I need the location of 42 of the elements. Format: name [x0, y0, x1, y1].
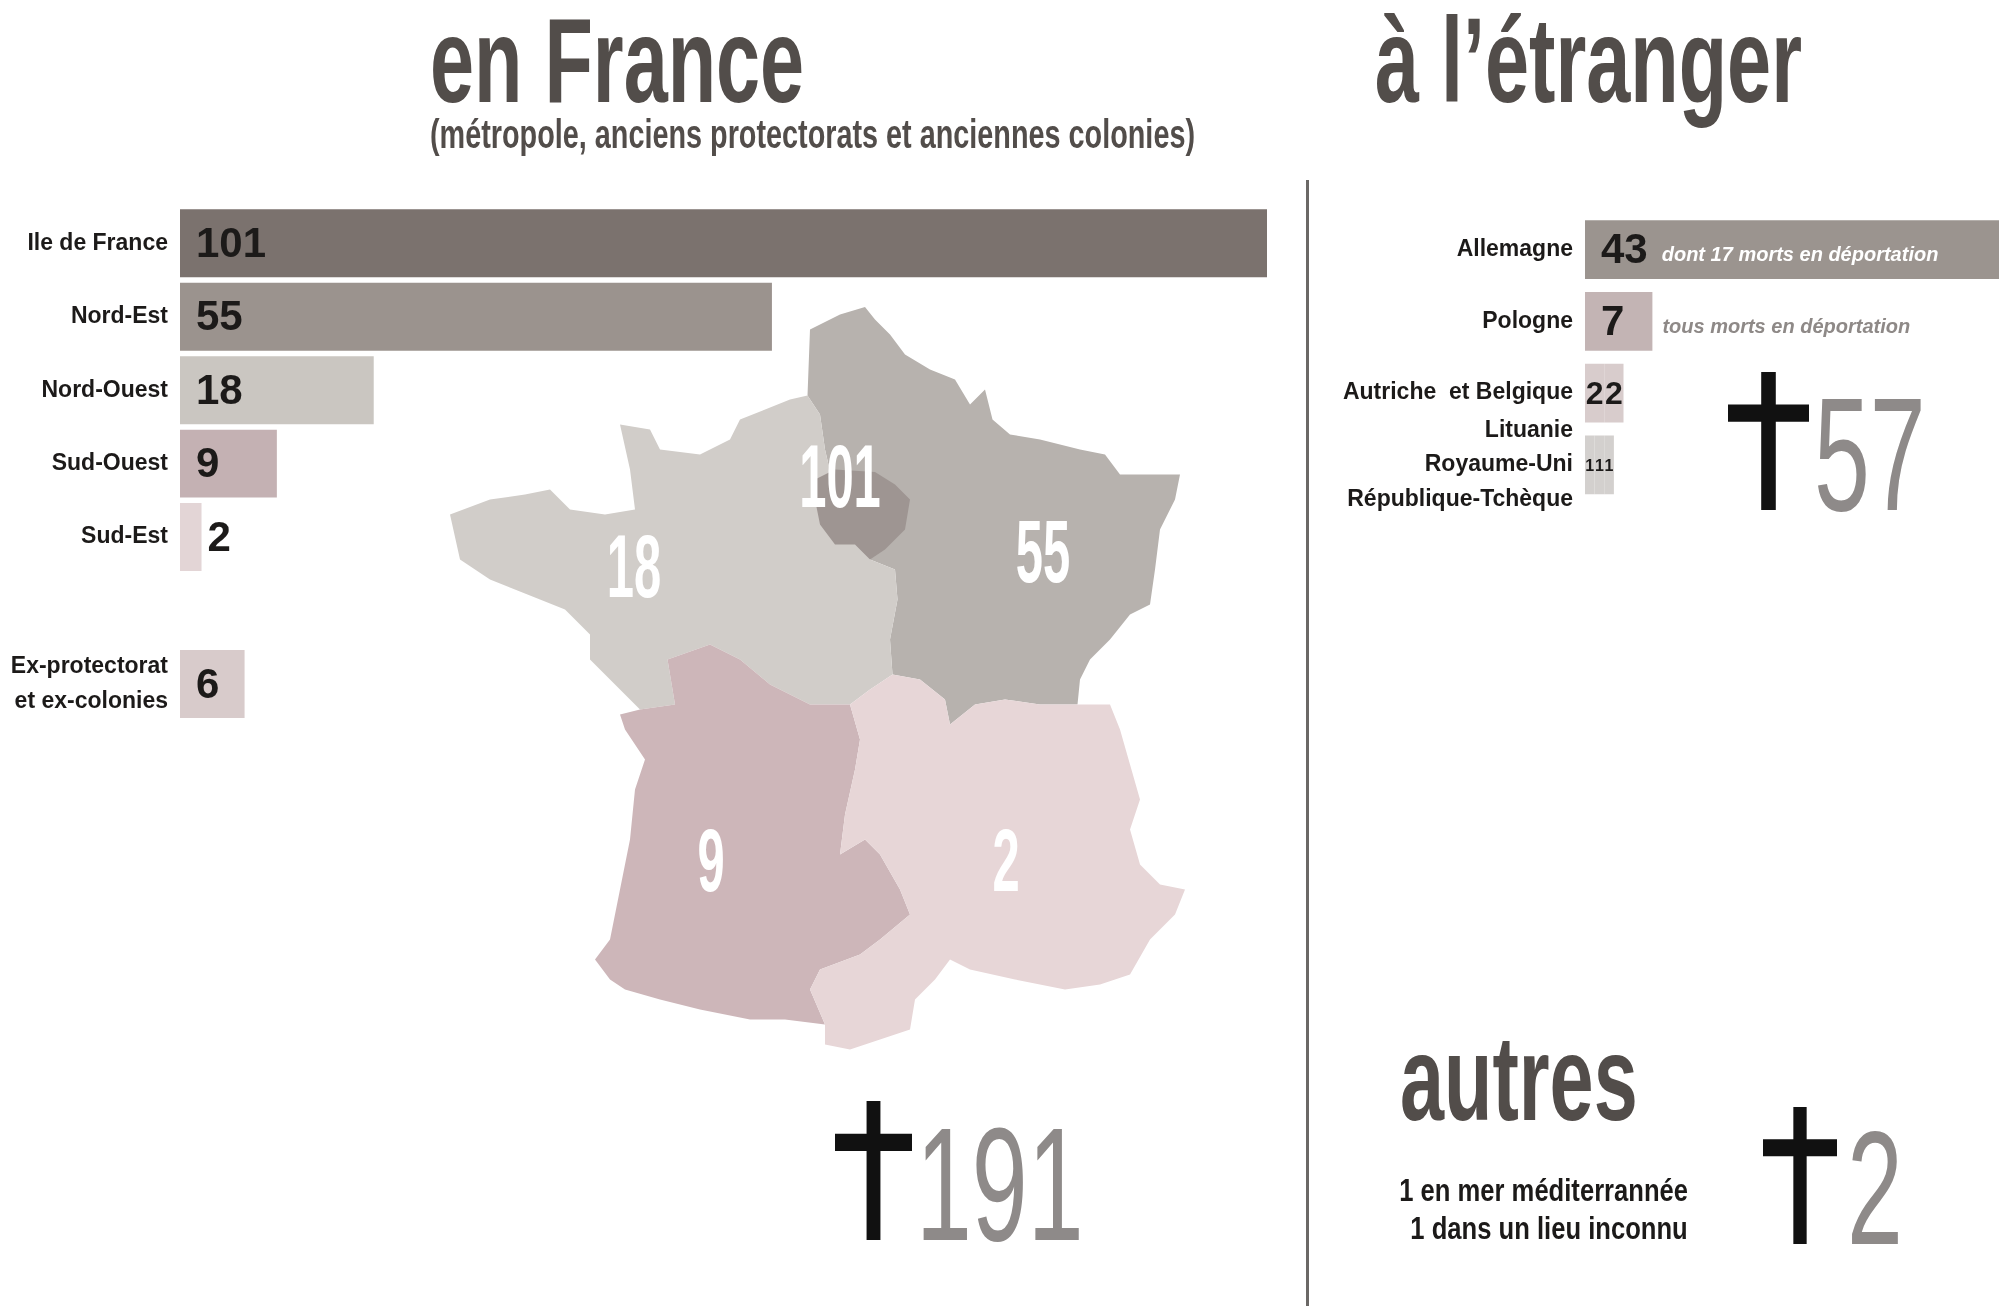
data-label: 6	[196, 659, 220, 707]
y-tick-label: Sud-Ouest	[51, 448, 169, 475]
bar	[180, 503, 202, 572]
bar	[180, 429, 277, 498]
text: autres	[1400, 1011, 1638, 1145]
data-label: 2	[207, 512, 231, 560]
data-label: 1	[1585, 457, 1595, 475]
y-tick-label: Ile de France	[27, 228, 168, 255]
y-tick-label: Allemagne	[1456, 234, 1573, 261]
annotation: tous morts en déportation	[1662, 314, 1911, 337]
annotation: 55	[1015, 500, 1070, 601]
y-tick-label: Lituanie Royaume-Uni République-Tchèque	[1347, 415, 1573, 511]
bar	[180, 650, 245, 718]
y-tick-label: Ex-protectorat et ex-colonies	[10, 652, 169, 713]
annotation: 57	[1814, 363, 1926, 544]
y-tick-label: Pologne	[1482, 306, 1573, 333]
data-label: 9	[196, 439, 220, 487]
bar	[180, 209, 1267, 278]
y-tick-label: Nord-Est	[70, 302, 169, 329]
y-tick-label: Sud-Est	[81, 522, 169, 549]
data-label: 7	[1601, 296, 1625, 344]
data-label: 101	[196, 218, 267, 266]
bar	[180, 282, 772, 351]
text: 191	[916, 1093, 1084, 1274]
chart-title: à l’étranger	[1375, 0, 1802, 127]
bar	[1585, 291, 1653, 351]
text: 1 dans un lieu inconnu	[1410, 1210, 1688, 1246]
data-label: 1	[1594, 457, 1604, 475]
bar	[180, 356, 374, 425]
y-tick-label: Autriche et Belgique	[1342, 378, 1573, 405]
y-tick-label: Nord-Ouest	[41, 375, 169, 402]
data-label: 55	[196, 292, 243, 340]
data-label: 2	[1585, 374, 1604, 411]
data-label: 43	[1601, 225, 1648, 273]
annotation: dont 17 morts en déportation	[1661, 243, 1939, 266]
annotation: 101	[799, 425, 881, 526]
data-label: 18	[196, 365, 243, 413]
text: 9	[697, 809, 725, 910]
text: 2	[1847, 1097, 1903, 1278]
data-label: 2	[1604, 374, 1623, 411]
data-label: 1	[1604, 457, 1614, 475]
text: 1 en mer méditerrannée	[1399, 1172, 1688, 1208]
